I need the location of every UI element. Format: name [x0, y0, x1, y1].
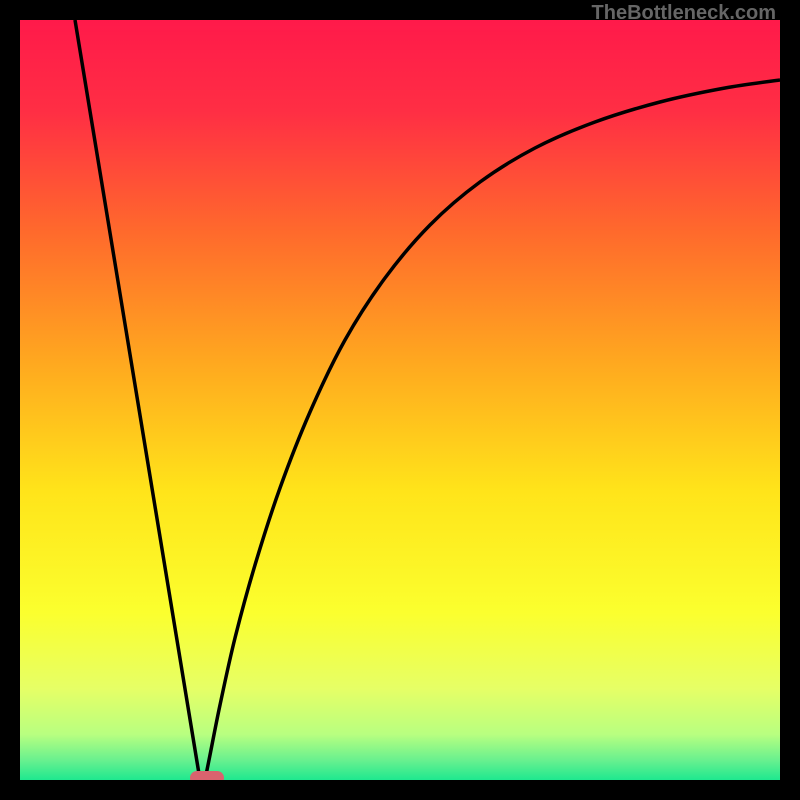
watermark-text: TheBottleneck.com: [592, 2, 776, 25]
bottleneck-marker: [190, 771, 224, 780]
curve-layer: [20, 20, 780, 780]
chart-container: TheBottleneck.com: [0, 0, 800, 800]
curve-right-segment: [205, 80, 780, 780]
plot-area: [20, 20, 780, 780]
curve-left-segment: [75, 20, 200, 780]
